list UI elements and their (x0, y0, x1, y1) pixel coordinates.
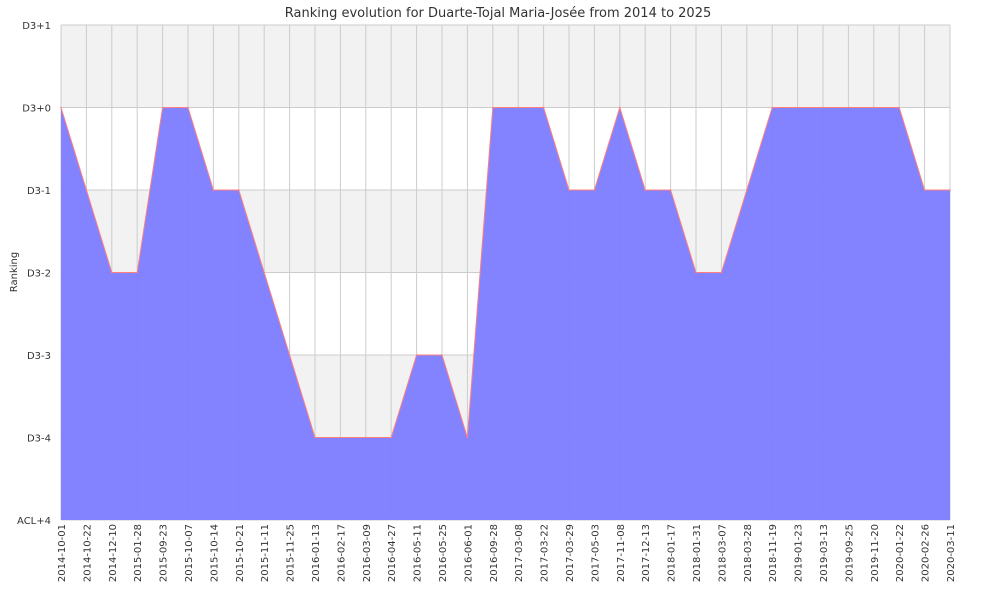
ranking-line (60, 105, 950, 438)
x-tick-label: 2020-01-22 (895, 524, 906, 582)
data-point (365, 436, 367, 439)
x-tick-label: 2016-05-11 (413, 524, 424, 582)
data-point (517, 106, 519, 109)
data-point (771, 106, 773, 109)
data-point (720, 271, 723, 274)
x-tick-label: 2017-11-08 (616, 524, 627, 582)
x-tick-label: 2017-12-13 (641, 524, 652, 582)
x-tick-label: 2019-09-25 (844, 524, 855, 582)
data-point (415, 354, 418, 356)
data-point (796, 106, 799, 109)
data-point (263, 271, 266, 274)
y-tick-label: D3-3 (27, 351, 51, 362)
chart-title: Ranking evolution for Duarte-Tojal Maria… (285, 6, 712, 21)
x-tick-label: 2015-09-23 (159, 524, 170, 582)
data-point (212, 189, 215, 191)
data-point (923, 189, 926, 191)
y-tick-label: D3+0 (22, 104, 51, 115)
data-point (593, 189, 596, 191)
data-point (492, 106, 494, 109)
x-tick-label: 2018-03-07 (717, 524, 728, 582)
x-tick-label: 2016-01-13 (311, 524, 322, 582)
ranking-area (61, 107, 950, 520)
data-point (669, 189, 672, 191)
data-point (111, 271, 113, 274)
data-point (441, 354, 443, 356)
x-tick-label: 2017-05-03 (590, 524, 601, 582)
data-point (822, 106, 824, 109)
data-point (568, 189, 570, 191)
y-axis-label: Ranking (9, 252, 20, 292)
data-point (161, 106, 164, 109)
data-point (644, 189, 646, 191)
x-tick-label: 2015-01-28 (133, 524, 144, 582)
x-tick-label: 2019-03-13 (819, 524, 830, 582)
data-point (314, 436, 316, 439)
y-axis-ticks: ACL+4 D3-4 D3-3 D3-2 D3-1 D3+0 D3+1 (17, 21, 51, 527)
y-tick-label: D3+1 (22, 21, 51, 32)
data-point (390, 436, 393, 439)
data-points (60, 105, 951, 439)
data-point (695, 271, 697, 274)
x-tick-label: 2016-04-27 (387, 524, 398, 582)
data-point (746, 189, 748, 191)
y-tick-label: ACL+4 (17, 516, 51, 527)
x-tick-label: 2015-11-11 (260, 524, 271, 582)
x-tick-label: 2015-11-25 (286, 524, 297, 582)
y-tick-label: D3-2 (27, 269, 51, 280)
data-point (85, 189, 88, 191)
x-tick-label: 2014-10-01 (57, 524, 68, 582)
x-tick-label: 2020-03-11 (946, 524, 957, 582)
x-tick-label: 2016-02-17 (336, 524, 347, 582)
x-tick-label: 2014-10-22 (82, 524, 93, 582)
x-axis-ticks: 2014-10-01 2014-10-22 2014-12-10 2015-01-28… (57, 524, 957, 582)
plot-band (61, 25, 950, 108)
data-point (466, 436, 469, 439)
x-tick-label: 2016-06-01 (463, 524, 474, 582)
x-tick-label: 2018-11-19 (768, 524, 779, 582)
x-tick-label: 2016-09-28 (489, 524, 500, 582)
data-point (60, 106, 62, 109)
y-tick-label: D3-1 (27, 186, 51, 197)
x-tick-label: 2015-10-14 (209, 524, 220, 582)
x-tick-label: 2014-12-10 (108, 524, 119, 582)
data-point (542, 106, 545, 109)
x-tick-label: 2016-03-09 (362, 524, 373, 582)
x-tick-label: 2017-03-29 (565, 524, 576, 582)
data-point (136, 271, 138, 274)
data-point (288, 354, 291, 356)
x-tick-label: 2015-10-21 (235, 524, 246, 582)
data-point (898, 106, 900, 109)
x-tick-label: 2017-03-22 (540, 524, 551, 582)
x-tick-label: 2016-05-25 (438, 524, 449, 582)
data-point (847, 106, 850, 109)
data-point (238, 189, 240, 191)
data-point (339, 436, 342, 439)
data-point (949, 189, 951, 191)
x-tick-label: 2020-02-26 (921, 524, 932, 582)
x-tick-label: 2019-01-23 (794, 524, 805, 582)
x-tick-label: 2019-11-20 (870, 524, 881, 582)
x-tick-label: 2015-10-07 (184, 524, 195, 582)
x-tick-label: 2017-03-08 (514, 524, 525, 582)
x-tick-label: 2018-03-28 (743, 524, 754, 582)
x-tick-label: 2018-01-17 (667, 524, 678, 582)
y-tick-label: D3-4 (27, 434, 51, 445)
data-point (187, 106, 189, 109)
data-point (619, 106, 621, 109)
x-tick-label: 2018-01-31 (692, 524, 703, 582)
data-point (873, 106, 875, 109)
